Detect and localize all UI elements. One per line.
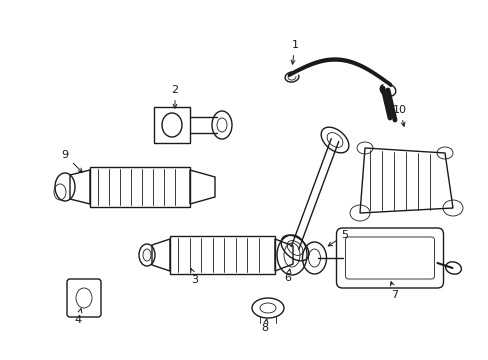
Text: 9: 9 <box>61 150 82 172</box>
Text: 3: 3 <box>190 269 198 285</box>
Text: 6: 6 <box>284 269 291 283</box>
Text: 7: 7 <box>389 282 398 300</box>
Text: 5: 5 <box>327 230 348 246</box>
Text: 8: 8 <box>261 319 268 333</box>
Text: 2: 2 <box>171 85 178 108</box>
Text: 10: 10 <box>392 105 406 126</box>
Text: 4: 4 <box>74 309 81 325</box>
Text: 1: 1 <box>290 40 298 64</box>
